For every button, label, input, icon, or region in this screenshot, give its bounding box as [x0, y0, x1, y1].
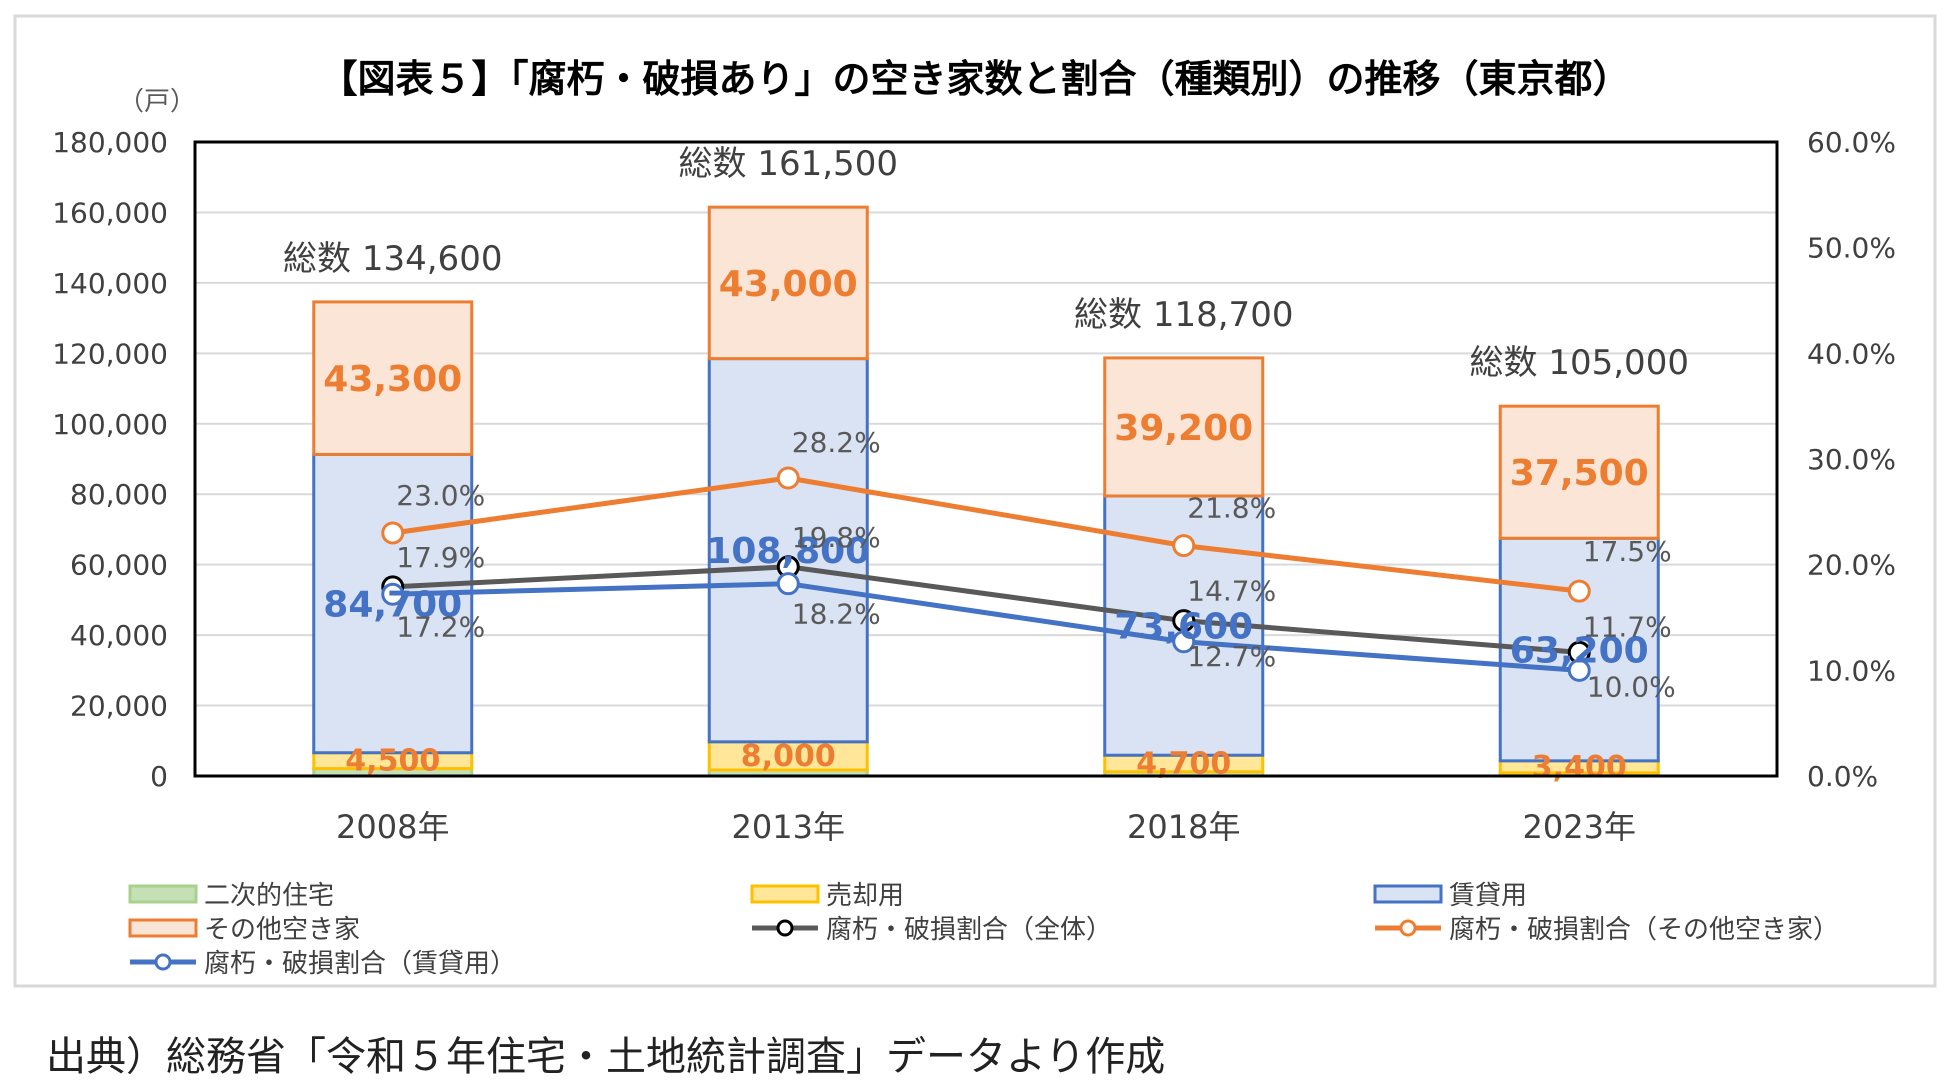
line-data-label: 10.0% [1587, 670, 1676, 703]
line-marker [381, 582, 405, 606]
line-marker [1567, 579, 1591, 603]
bar-data-labels: 4,50084,70043,3008,000108,80043,0004,700… [323, 264, 1648, 785]
legend-label: 腐朽・破損割合（全体） [826, 915, 1112, 945]
y-tick-label: 180,000 [52, 126, 168, 159]
legend-label: 腐朽・破損割合（賃貸用） [204, 949, 516, 979]
total-label: 総数 134,600 [283, 239, 502, 279]
bar-data-label: 63,200 [1510, 631, 1649, 672]
legend-swatch [128, 884, 198, 904]
x-tick-label: 2023年 [1523, 808, 1636, 846]
y2-tick-label: 60.0% [1807, 126, 1896, 159]
line-data-label: 21.8% [1187, 492, 1276, 525]
y-tick-label: 60,000 [70, 549, 168, 582]
y2-tick-label: 30.0% [1807, 443, 1896, 476]
line-data-label: 12.7% [1187, 640, 1276, 673]
secondary-y-axis-tick-labels: 0.0% 10.0% 20.0% 30.0% 40.0% 50.0% 60.0% [1807, 126, 1896, 793]
legend-swatch [750, 884, 820, 904]
y-axis-unit-label: （戸） [118, 87, 196, 117]
x-tick-label: 2018年 [1127, 808, 1240, 846]
line-marker [1172, 534, 1196, 558]
bar-data-label: 43,000 [719, 264, 858, 305]
bar-data-label: 8,000 [741, 739, 836, 774]
plot-area-border [193, 140, 1779, 778]
line-data-label: 17.2% [396, 610, 485, 643]
bar-segment [707, 205, 869, 361]
x-tick-label: 2008年 [336, 808, 449, 846]
bar-data-label: 43,300 [323, 359, 462, 400]
y-tick-label: 0 [150, 760, 168, 793]
series-line [392, 581, 1580, 673]
y2-tick-label: 10.0% [1807, 654, 1896, 687]
line-marker [776, 466, 800, 490]
line-data-label: 14.7% [1187, 575, 1276, 608]
bar-data-label: 108,800 [706, 531, 870, 572]
legend-marker [154, 953, 172, 971]
y-tick-label: 40,000 [70, 619, 168, 652]
line-marker [1567, 658, 1591, 682]
bar-data-label: 39,200 [1114, 408, 1253, 449]
line-data-label: 23.0% [396, 479, 485, 512]
y-tick-label: 100,000 [52, 408, 168, 441]
y2-tick-label: 0.0% [1807, 760, 1878, 793]
line-data-label: 19.8% [792, 521, 881, 554]
line-data-label: 18.2% [792, 598, 881, 631]
legend-swatch [128, 918, 198, 938]
legend-label: その他空き家 [204, 915, 360, 945]
y-tick-label: 160,000 [52, 196, 168, 229]
bar-segment [707, 740, 869, 772]
x-axis-tick-labels: 2008年 2013年 2018年 2023年 [336, 808, 1636, 846]
x-tick-label: 2013年 [732, 808, 845, 846]
bar-segment [312, 300, 474, 456]
bar-segment [1103, 356, 1265, 498]
bar-segment [707, 357, 869, 744]
y2-tick-label: 50.0% [1807, 232, 1896, 265]
bar-segment [1498, 404, 1660, 540]
line-series [381, 466, 1591, 682]
line-marker [776, 572, 800, 596]
y-tick-label: 140,000 [52, 267, 168, 300]
chart-title: 【図表５】「腐朽・破損あり」の空き家数と割合（種類別）の推移（東京都） [319, 57, 1630, 101]
bar-data-label: 3,400 [1532, 750, 1627, 785]
bar-data-label: 73,600 [1114, 607, 1253, 648]
bar-data-label: 37,500 [1510, 453, 1649, 494]
series-line [392, 475, 1580, 594]
legend-label: 二次的住宅 [204, 881, 334, 911]
total-label: 総数 161,500 [679, 144, 898, 184]
y-axis-tick-labels: 0 20,000 40,000 60,000 80,000 100,000 120,000 1… [52, 126, 168, 793]
legend-marker [1399, 919, 1417, 937]
line-marker [381, 521, 405, 545]
y2-tick-label: 20.0% [1807, 549, 1896, 582]
total-label: 総数 118,700 [1074, 295, 1293, 335]
total-label: 総数 105,000 [1470, 343, 1689, 383]
line-data-label: 28.2% [792, 426, 881, 459]
legend-label: 賃貸用 [1449, 881, 1527, 911]
line-data-labels: 17.9% 19.8% 14.7% 11.7% 23.0% 28.2% 21.8% 17.5%… [396, 426, 1675, 703]
y-tick-label: 80,000 [70, 478, 168, 511]
y-tick-label: 120,000 [52, 337, 168, 370]
line-data-label: 11.7% [1583, 610, 1672, 643]
line-data-label: 17.9% [396, 541, 485, 574]
source-note: 出典）総務省「令和５年住宅・土地統計調査」データより作成 [46, 1034, 1166, 1080]
legend-label: 売却用 [826, 881, 904, 911]
y-tick-label: 20,000 [70, 690, 168, 723]
bar-data-label: 84,700 [323, 585, 462, 626]
line-marker [1172, 630, 1196, 654]
total-labels: 総数 134,600 総数 161,500 総数 118,700 総数 105,000 [283, 144, 1689, 383]
line-data-label: 17.5% [1583, 535, 1672, 568]
series-line [392, 564, 1580, 655]
bar-data-label: 4,500 [345, 744, 440, 779]
legend-marker [776, 919, 794, 937]
legend-swatch [1373, 884, 1443, 904]
y2-tick-label: 40.0% [1807, 337, 1896, 370]
legend-label: 腐朽・破損割合（その他空き家） [1449, 915, 1839, 945]
